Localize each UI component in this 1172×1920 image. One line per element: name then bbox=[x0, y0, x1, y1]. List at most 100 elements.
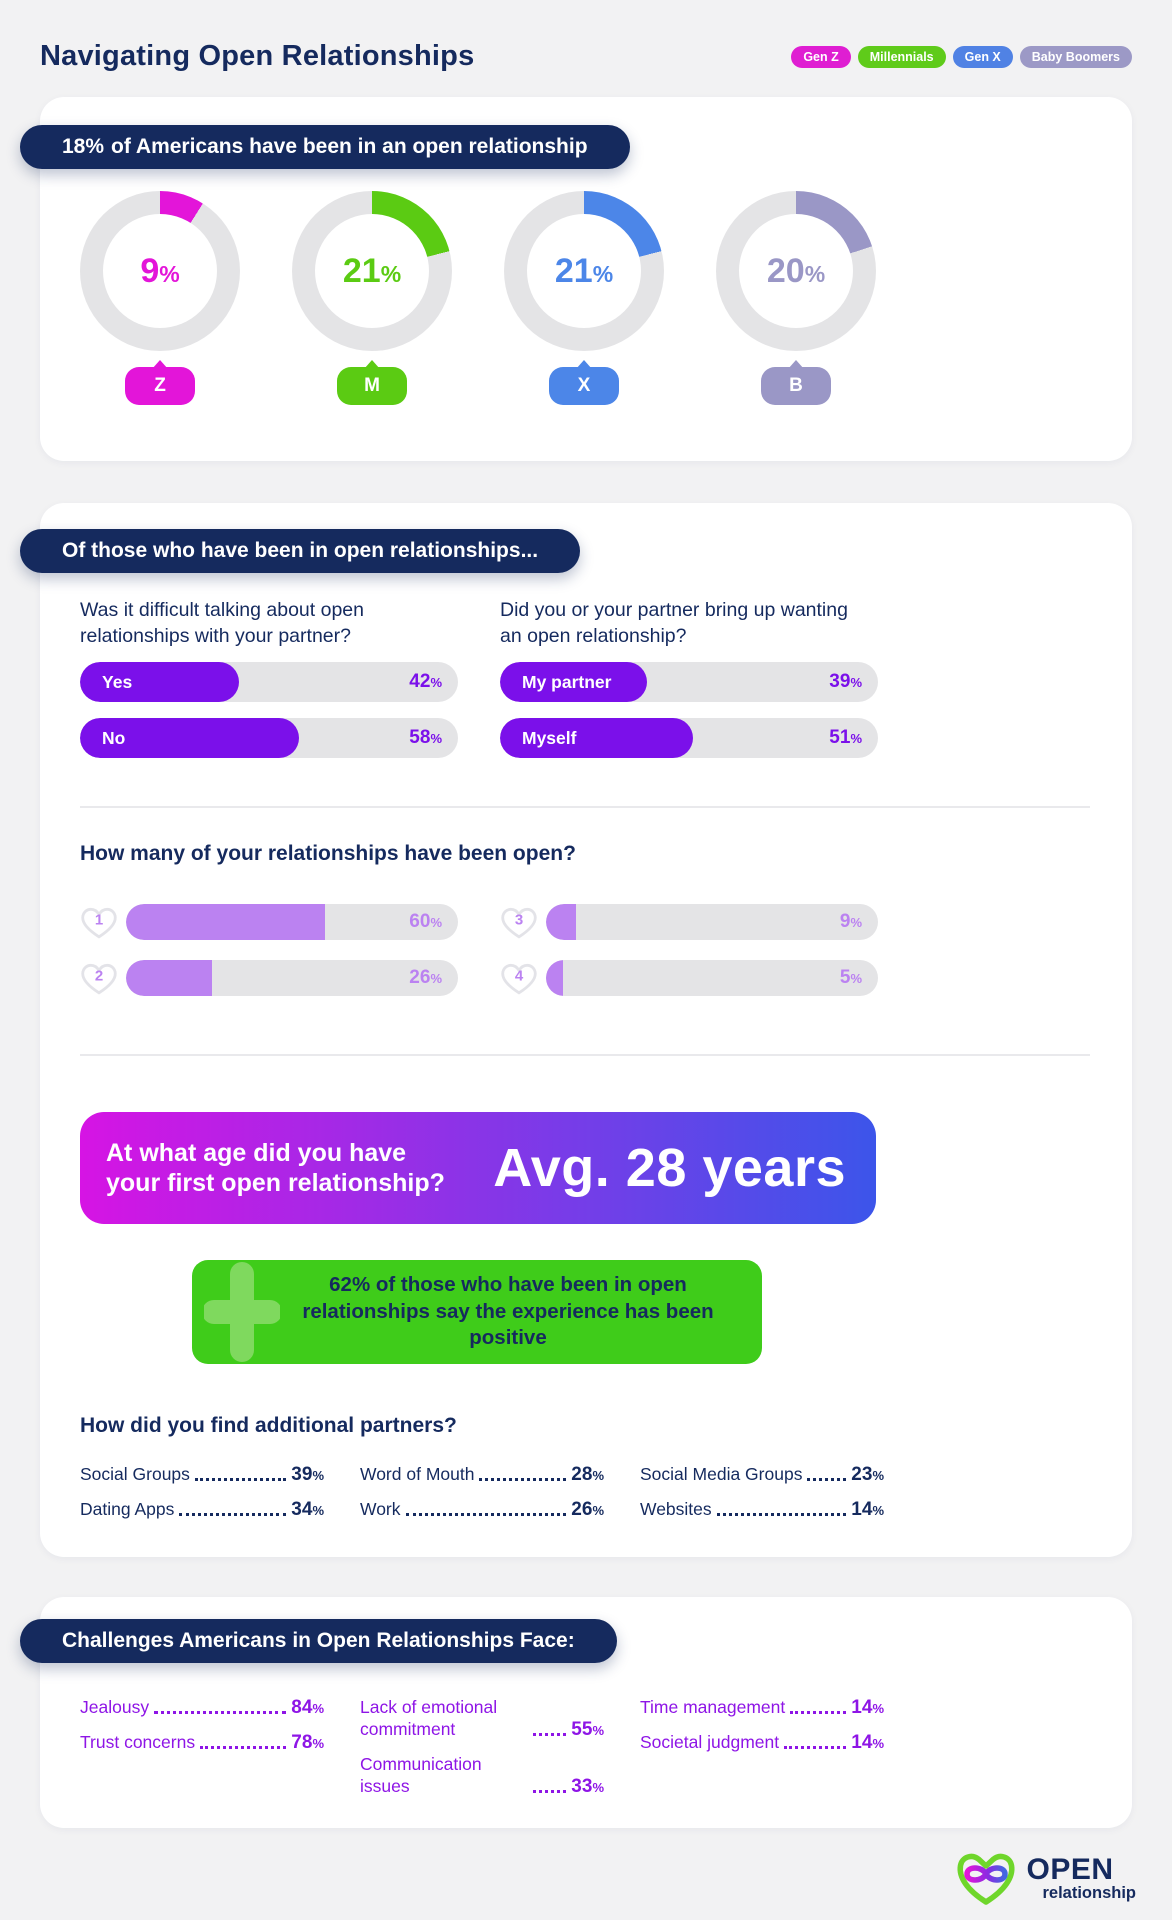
count-number: 4 bbox=[514, 967, 524, 985]
count-bar: 26% bbox=[126, 960, 458, 996]
how-many-heading: How many of your relationships have been… bbox=[80, 842, 576, 865]
count-bar-column: 1 60% 2 26% bbox=[80, 904, 458, 996]
stat-label: Societal judgment bbox=[640, 1732, 780, 1753]
donut-percent: 20% bbox=[766, 251, 826, 290]
answer-bars: My partner 39% Myself 51% bbox=[500, 662, 878, 758]
donut-chart: 9% Z bbox=[80, 191, 240, 405]
stat-label: Communication issues bbox=[360, 1753, 482, 1796]
donut-chart: 20% B bbox=[716, 191, 876, 405]
badge-letter: B bbox=[789, 375, 803, 396]
answer-label: Myself bbox=[522, 727, 577, 748]
stat-row: Dating Apps 34% bbox=[80, 1499, 324, 1521]
donut-ring: 9% bbox=[80, 191, 240, 351]
stat-value: 26% bbox=[571, 1499, 604, 1520]
heart-icon: 1 bbox=[80, 904, 118, 940]
count-bar-row: 2 26% bbox=[80, 960, 458, 996]
stat-value: 34% bbox=[291, 1499, 324, 1520]
logo-text: OPEN relationship bbox=[1026, 1855, 1136, 1902]
footer: OPEN relationship bbox=[0, 1850, 1136, 1908]
stat-label: Time management bbox=[640, 1697, 786, 1718]
badge-arrow-icon bbox=[152, 360, 168, 369]
dotted-leader bbox=[179, 1513, 287, 1516]
stat-label: Work bbox=[360, 1499, 401, 1520]
badge-letter: M bbox=[364, 375, 380, 396]
badge-arrow-icon bbox=[364, 360, 380, 369]
find-partners-stats: Social Groups 39% Dating Apps 34% Word o… bbox=[80, 1464, 1132, 1521]
donut-percent: 21% bbox=[554, 251, 614, 290]
stat-value: 39% bbox=[291, 1464, 324, 1485]
banner-stat: 18% bbox=[62, 135, 105, 158]
dotted-leader bbox=[784, 1746, 847, 1749]
dotted-leader bbox=[154, 1711, 287, 1714]
count-number: 3 bbox=[514, 911, 524, 929]
banner-text: of Americans have been in an open relati… bbox=[111, 135, 588, 158]
answer-bar: No 58% bbox=[80, 718, 458, 758]
badge-letter: Z bbox=[154, 375, 166, 396]
legend-badge-millennials: Millennials bbox=[857, 45, 946, 68]
divider bbox=[80, 806, 1090, 808]
badge-letter: X bbox=[577, 375, 591, 396]
survey-question-block: Was it difficult talking about open rela… bbox=[80, 597, 458, 758]
stat-value: 28% bbox=[571, 1464, 604, 1485]
stat-value: 14% bbox=[851, 1499, 884, 1520]
section-banner-generations: 18% of Americans have been in an open re… bbox=[20, 125, 630, 169]
stat-label: Social Groups bbox=[80, 1464, 190, 1485]
answer-bar: My partner 39% bbox=[500, 662, 878, 702]
stat-column: Lack of emotional commitment 55% Communi… bbox=[360, 1697, 604, 1798]
answer-bar-fill: My partner bbox=[500, 662, 648, 702]
stat-label: Social Media Groups bbox=[640, 1464, 803, 1485]
donut-ring: 20% bbox=[716, 191, 876, 351]
positive-experience-text: 62% of those who have been in open relat… bbox=[302, 1273, 714, 1350]
count-percent: 5% bbox=[839, 967, 862, 988]
stat-row: Societal judgment 14% bbox=[640, 1732, 884, 1754]
stat-value: 33% bbox=[571, 1775, 604, 1797]
donut-percent: 9% bbox=[140, 251, 180, 290]
donut-hole: 21% bbox=[527, 214, 641, 328]
generation-legend: Gen Z Millennials Gen X Baby Boomers bbox=[791, 45, 1132, 68]
stat-row: Work 26% bbox=[360, 1499, 604, 1521]
stat-row: Time management 14% bbox=[640, 1697, 884, 1719]
find-partners-heading: How did you find additional partners? bbox=[80, 1414, 457, 1437]
survey-questions: Was it difficult talking about open rela… bbox=[80, 597, 1132, 758]
answer-bar: Myself 51% bbox=[500, 718, 878, 758]
answer-bar-fill: Myself bbox=[500, 718, 693, 758]
donut-chart: 21% M bbox=[292, 191, 452, 405]
heart-icon: 4 bbox=[500, 960, 538, 996]
count-percent: 9% bbox=[839, 911, 862, 932]
count-number: 1 bbox=[94, 911, 104, 929]
stat-value: 55% bbox=[571, 1718, 604, 1740]
dotted-leader bbox=[807, 1478, 847, 1481]
answer-bar: Yes 42% bbox=[80, 662, 458, 702]
donut-chart-row: 9% Z 21% M 21% X bbox=[80, 191, 876, 405]
count-bar-fill bbox=[546, 960, 563, 996]
stat-row: Communication issues 33% bbox=[360, 1754, 604, 1798]
stat-value: 23% bbox=[851, 1464, 884, 1485]
answer-bar-fill: No bbox=[80, 718, 300, 758]
count-bar-row: 4 5% bbox=[500, 960, 878, 996]
donut-ring: 21% bbox=[504, 191, 664, 351]
age-question: At what age did you have your first open… bbox=[106, 1138, 445, 1198]
answer-percent: 51% bbox=[829, 727, 862, 748]
stat-label: Word of Mouth bbox=[360, 1464, 475, 1485]
generation-badge: X bbox=[549, 360, 619, 405]
answer-percent: 42% bbox=[409, 671, 442, 692]
age-stat-banner: At what age did you have your first open… bbox=[80, 1112, 876, 1224]
answer-label: My partner bbox=[522, 671, 612, 692]
count-bar: 9% bbox=[546, 904, 878, 940]
relationship-count-chart: 1 60% 2 26% 3 9% bbox=[80, 904, 1132, 996]
answer-label: No bbox=[102, 727, 126, 748]
dotted-leader bbox=[533, 1789, 567, 1793]
stat-column: Social Groups 39% Dating Apps 34% bbox=[80, 1464, 324, 1521]
heart-icon: 3 bbox=[500, 904, 538, 940]
page-title: Navigating Open Relationships bbox=[40, 40, 475, 72]
dotted-leader bbox=[194, 1478, 287, 1481]
positive-experience-callout: 62% of those who have been in open relat… bbox=[192, 1260, 762, 1364]
stat-value: 84% bbox=[291, 1697, 324, 1718]
header: Navigating Open Relationships Gen Z Mille… bbox=[0, 0, 1172, 73]
generations-card: 18% of Americans have been in an open re… bbox=[20, 97, 1132, 461]
open-relationship-logo: OPEN relationship bbox=[954, 1850, 1136, 1908]
dotted-leader bbox=[200, 1746, 287, 1749]
badge-arrow-icon bbox=[576, 360, 592, 369]
challenges-card: Challenges Americans in Open Relationshi… bbox=[20, 1597, 1132, 1828]
